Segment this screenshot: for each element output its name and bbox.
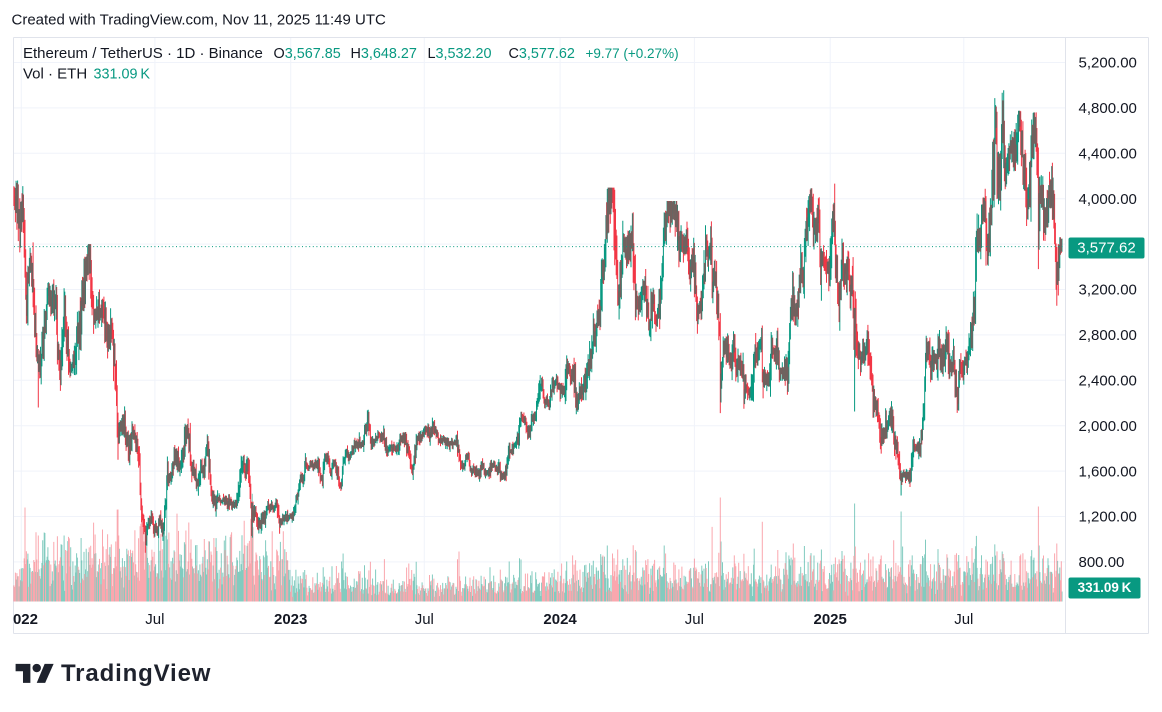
svg-text:2,400.00: 2,400.00 [1079, 373, 1137, 390]
svg-text:Created with TradingView.com,: Created with TradingView.com, Nov 11, 20… [12, 12, 387, 29]
svg-text:2,000.00: 2,000.00 [1079, 418, 1137, 435]
svg-text:2024: 2024 [543, 611, 577, 628]
svg-text:5,200.00: 5,200.00 [1079, 55, 1137, 72]
svg-text:C3,577.62: C3,577.62 [509, 46, 575, 62]
svg-text:3,200.00: 3,200.00 [1079, 282, 1137, 299]
svg-text:Ethereum / TetherUS · 1D · Bin: Ethereum / TetherUS · 1D · Binance [23, 45, 263, 62]
svg-text:3,577.62: 3,577.62 [1077, 240, 1135, 257]
svg-text:TradingView: TradingView [61, 660, 211, 687]
svg-text:331.09 K: 331.09 K [94, 67, 151, 83]
svg-text:331.09 K: 331.09 K [1078, 580, 1132, 595]
svg-text:2022: 2022 [5, 611, 38, 628]
svg-text:1,200.00: 1,200.00 [1079, 509, 1137, 526]
svg-text:1,600.00: 1,600.00 [1079, 463, 1137, 480]
svg-text:4,400.00: 4,400.00 [1079, 146, 1137, 163]
svg-text:Jul: Jul [685, 611, 704, 628]
svg-text:Jul: Jul [954, 611, 973, 628]
svg-text:2025: 2025 [814, 611, 847, 628]
svg-text:Vol · ETH: Vol · ETH [23, 66, 87, 83]
svg-text:Jul: Jul [145, 611, 164, 628]
svg-text:4,000.00: 4,000.00 [1079, 191, 1137, 208]
svg-text:2023: 2023 [274, 611, 307, 628]
svg-text:+9.77 (+0.27%): +9.77 (+0.27%) [586, 46, 679, 61]
svg-text:2,800.00: 2,800.00 [1079, 327, 1137, 344]
svg-text:800.00: 800.00 [1079, 554, 1125, 571]
svg-text:4,800.00: 4,800.00 [1079, 100, 1137, 117]
svg-text:O3,567.85: O3,567.85 [274, 46, 341, 62]
svg-text:H3,648.27: H3,648.27 [351, 46, 417, 62]
svg-text:Jul: Jul [415, 611, 434, 628]
svg-text:L3,532.20: L3,532.20 [428, 46, 492, 62]
